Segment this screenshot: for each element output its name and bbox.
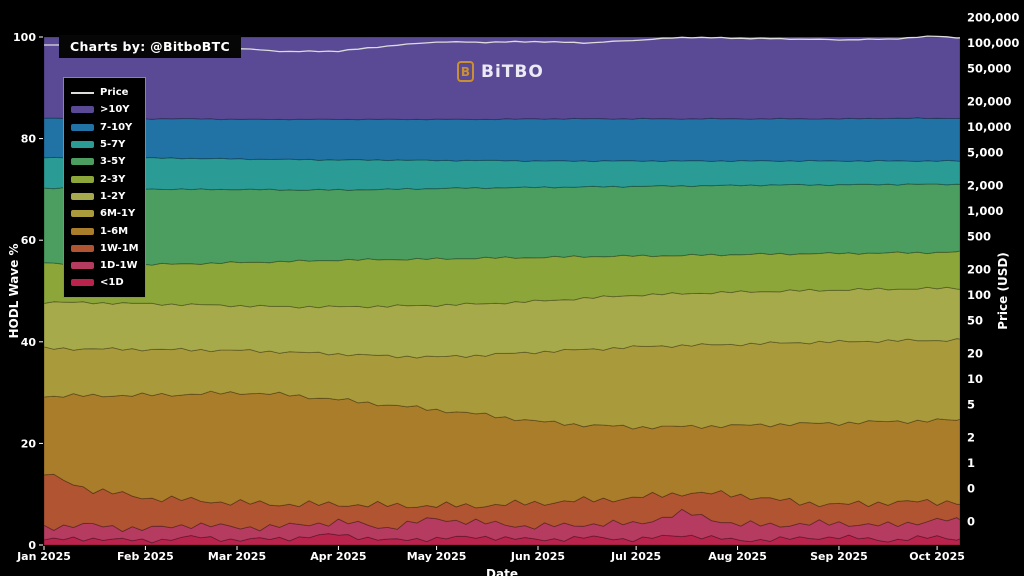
- legend-item-label: Price: [100, 87, 129, 99]
- x-tick-label: Feb 2025: [117, 550, 174, 563]
- price-tick-label: 100: [967, 288, 991, 302]
- legend-item-2-3y: 2-3Y: [71, 170, 141, 187]
- legend-item-price: Price: [71, 84, 141, 101]
- legend-item-1d-1w: 1D-1W: [71, 257, 141, 274]
- area-5-7y: [43, 156, 961, 191]
- legend-item-label: 7-10Y: [100, 121, 133, 133]
- area-7-10y: [43, 117, 961, 163]
- price-tick-label: 0: [967, 515, 975, 529]
- y-axis-title-right: Price (USD): [996, 252, 1010, 330]
- legend-swatch-icon: [71, 244, 94, 252]
- x-tick-label: Sep 2025: [810, 550, 868, 563]
- watermark-badge: Charts by: @BitboBTC: [59, 35, 241, 58]
- legend-item-label: 1D-1W: [100, 260, 138, 272]
- legend-item-3-5y: 3-5Y: [71, 153, 141, 170]
- y-axis-right-ticks: 200,000 100,000 50,000 20,000 10,000 5,000 2,0…: [967, 11, 1019, 529]
- price-tick-label: 200,000: [967, 11, 1019, 25]
- price-tick-label: 2: [967, 431, 975, 445]
- y-tick-label: 100: [13, 31, 36, 44]
- y-tick-label: 20: [21, 437, 37, 450]
- legend-swatch-icon: [71, 192, 94, 200]
- legend-item-1-6m: 1-6M: [71, 222, 141, 239]
- price-tick-label: 5,000: [967, 145, 1003, 159]
- legend-item-5-7y: 5-7Y: [71, 136, 141, 153]
- legend-item-7-10y: 7-10Y: [71, 119, 141, 136]
- bitbo-logo: B BiTBO: [457, 61, 544, 82]
- price-tick-label: 1: [967, 456, 975, 470]
- x-tick-label: Jul 2025: [610, 550, 661, 563]
- legend-item-label: 1-6M: [100, 225, 129, 237]
- price-tick-label: 10,000: [967, 120, 1011, 134]
- legend: Price >10Y 7-10Y 5-7Y 3-5Y 2-3Y 1-2Y 6M-1Y 1-6M 1…: [63, 77, 146, 298]
- legend-item-1w-1m: 1W-1M: [71, 240, 141, 257]
- x-tick-label: Mar 2025: [208, 550, 266, 563]
- price-tick-label: 1,000: [967, 204, 1003, 218]
- watermark-text: Charts by: @BitboBTC: [70, 39, 230, 54]
- area-1d: [43, 533, 961, 546]
- legend-item-label: 3-5Y: [100, 156, 126, 168]
- x-tick-label: Oct 2025: [909, 550, 965, 563]
- x-axis-ticks: Jan 2025 Feb 2025 Mar 2025 Apr 2025 May 2025…: [16, 546, 965, 563]
- price-tick-label: 2,000: [967, 179, 1003, 193]
- legend-item-10y: >10Y: [71, 101, 141, 118]
- legend-item-label: 1-2Y: [100, 190, 126, 202]
- legend-item-1d: <1D: [71, 274, 141, 291]
- legend-swatch-icon: [71, 123, 94, 131]
- legend-swatch-icon: [71, 175, 94, 183]
- price-tick-label: 10: [967, 372, 983, 386]
- legend-item-1-2y: 1-2Y: [71, 188, 141, 205]
- x-tick-label: May 2025: [407, 550, 467, 563]
- legend-item-label: 1W-1M: [100, 242, 139, 254]
- y-tick-label: 40: [21, 336, 37, 349]
- y-axis-title-left: HODL Wave %: [7, 243, 21, 339]
- legend-item-label: 2-3Y: [100, 173, 126, 185]
- price-tick-label: 500: [967, 229, 991, 243]
- price-tick-label: 20,000: [967, 95, 1011, 109]
- bitbo-logo-text: BiTBO: [481, 61, 544, 82]
- legend-item-label: <1D: [100, 277, 124, 289]
- price-line-swatch-icon: [71, 91, 94, 94]
- x-tick-label: Jan 2025: [16, 550, 71, 563]
- legend-item-6m-1y: 6M-1Y: [71, 205, 141, 222]
- y-tick-label: 60: [21, 234, 37, 247]
- y-tick-label: 0: [28, 539, 36, 552]
- area-10y: [43, 36, 961, 121]
- legend-item-label: >10Y: [100, 104, 130, 116]
- y-axis-left-ticks: 0 20 40 60 80 100: [13, 31, 43, 552]
- bitbo-coin-icon: B: [457, 61, 474, 82]
- x-tick-label: Aug 2025: [708, 550, 767, 563]
- x-axis-title: Date: [486, 567, 518, 576]
- price-tick-label: 50: [967, 313, 983, 327]
- price-tick-label: 5: [967, 397, 975, 411]
- legend-swatch-icon: [71, 141, 94, 149]
- x-tick-label: Jun 2025: [510, 550, 565, 563]
- legend-swatch-icon: [71, 262, 94, 270]
- y-tick-label: 80: [21, 133, 37, 146]
- legend-swatch-icon: [71, 279, 94, 287]
- legend-swatch-icon: [71, 106, 94, 114]
- price-tick-label: 50,000: [967, 61, 1011, 75]
- price-tick-label: 20: [967, 347, 983, 361]
- legend-swatch-icon: [71, 210, 94, 218]
- legend-swatch-icon: [71, 158, 94, 166]
- x-tick-label: Apr 2025: [310, 550, 366, 563]
- legend-item-label: 6M-1Y: [100, 208, 136, 220]
- legend-item-label: 5-7Y: [100, 139, 126, 151]
- legend-swatch-icon: [71, 227, 94, 235]
- area-3-5y: [43, 183, 961, 266]
- price-tick-label: 200: [967, 263, 991, 277]
- price-tick-label: 100,000: [967, 36, 1019, 50]
- price-tick-label: 0: [967, 481, 975, 495]
